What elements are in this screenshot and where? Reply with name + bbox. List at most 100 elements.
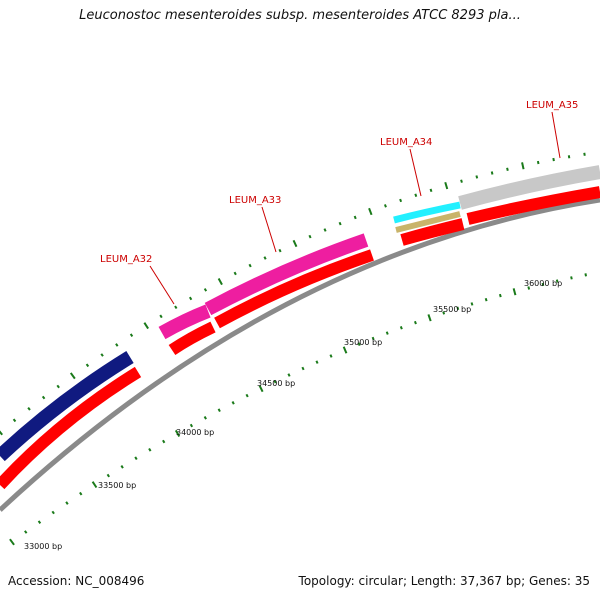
tick-mark <box>12 418 17 423</box>
tick-mark <box>120 465 124 469</box>
tick-mark <box>555 279 559 283</box>
tick-mark <box>233 271 237 276</box>
gene-khaki-a34 <box>395 211 461 233</box>
tick-mark <box>148 447 152 452</box>
tick-mark <box>248 263 252 268</box>
tick-mark <box>527 286 531 290</box>
tick-mark <box>484 297 488 302</box>
tick-mark <box>51 510 55 515</box>
tick-mark <box>442 311 446 315</box>
tick-mark <box>353 215 357 220</box>
tick-mark <box>143 322 149 330</box>
tick-label-34500: 34500 bp <box>257 379 295 388</box>
tick-mark <box>490 171 494 175</box>
tick-mark <box>189 423 194 428</box>
tick-mark <box>100 353 104 357</box>
leader-line <box>149 265 175 305</box>
tick-mark <box>203 415 207 420</box>
tick-mark <box>24 530 28 534</box>
tick-mark <box>323 228 327 232</box>
tick-mark <box>174 429 181 437</box>
leader-line <box>409 148 422 197</box>
tick-label-35000: 35000 bp <box>344 338 382 347</box>
tick-mark <box>475 175 479 179</box>
tick-mark <box>368 207 373 216</box>
tick-mark <box>541 282 545 287</box>
tick-mark <box>315 360 319 364</box>
tick-mark <box>521 162 525 170</box>
gene-magenta-a33 <box>204 233 369 316</box>
tick-mark <box>329 354 333 358</box>
tick-mark <box>263 256 267 260</box>
tick-mark <box>567 155 571 159</box>
tick-mark <box>278 248 282 253</box>
tick-mark <box>470 302 474 306</box>
gene-label-leum-a32: LEUM_A32 <box>100 254 152 265</box>
gene-navy <box>0 351 134 462</box>
tick-mark <box>399 198 403 203</box>
gene-label-leum-a33: LEUM_A33 <box>229 195 281 206</box>
tick-mark <box>203 288 208 292</box>
tick-mark <box>292 239 298 248</box>
tick-mark <box>9 538 15 546</box>
tick-mark <box>584 273 588 277</box>
tick-mark <box>258 384 264 393</box>
tick-mark <box>56 384 60 389</box>
accession-text: Accession: NC_008496 <box>8 574 145 588</box>
tick-mark <box>188 296 193 301</box>
tick-mark <box>129 333 134 337</box>
gene-label-leum-a34-group: LEUM_A34 <box>380 137 432 197</box>
leader-line <box>261 206 277 253</box>
gene-track <box>0 165 600 462</box>
tick-mark <box>413 320 417 325</box>
tick-mark <box>217 277 223 286</box>
tick-mark <box>383 204 387 208</box>
tick-mark <box>460 179 463 183</box>
tick-mark <box>162 439 166 444</box>
tick-mark <box>273 379 277 384</box>
cds-feature <box>466 186 600 225</box>
tick-mark <box>65 501 69 505</box>
gene-label-leum-a32-group: LEUM_A32 <box>100 254 175 305</box>
tick-mark <box>536 160 540 165</box>
tick-mark <box>37 520 42 524</box>
tick-mark <box>371 336 375 341</box>
cds-feature <box>0 366 142 490</box>
tick-mark <box>427 314 432 322</box>
summary-text: Topology: circular; Length: 37,367 bp; G… <box>298 574 590 588</box>
tick-mark <box>27 406 31 411</box>
tick-mark <box>287 373 291 377</box>
tick-label-36000: 36000 bp <box>524 279 562 288</box>
tick-mark <box>357 342 361 346</box>
cds-track <box>0 186 600 490</box>
gene-magenta-a32 <box>158 304 211 340</box>
cds-feature <box>168 321 216 356</box>
gene-label-leum-a34: LEUM_A34 <box>380 137 432 148</box>
tick-mark <box>498 293 502 298</box>
tick-mark <box>217 408 221 413</box>
tick-mark <box>552 157 555 162</box>
tick-mark <box>512 288 517 296</box>
tick-mark <box>444 181 449 190</box>
gene-grey-a35 <box>458 165 600 210</box>
cds-feature <box>400 218 465 246</box>
tick-mark <box>399 326 403 330</box>
tick-mark <box>106 473 110 478</box>
tick-label-35500: 35500 bp <box>433 305 471 314</box>
tick-mark <box>85 363 90 368</box>
map-title: Leuconostoc mesenteroides subsp. mesente… <box>79 8 521 23</box>
gene-label-leum-a33-group: LEUM_A33 <box>229 195 281 253</box>
tick-mark <box>414 193 418 197</box>
tick-mark <box>385 331 389 335</box>
backbone-arc <box>0 197 600 512</box>
tick-label-33000: 33000 bp <box>24 542 62 551</box>
outer-tick-ring <box>0 152 586 436</box>
tick-label-34000: 34000 bp <box>176 428 214 437</box>
tick-mark <box>506 167 509 171</box>
leader-line <box>551 111 561 159</box>
tick-mark <box>41 395 46 400</box>
tick-mark <box>91 481 98 489</box>
tick-mark <box>429 188 433 193</box>
tick-mark <box>231 401 235 405</box>
